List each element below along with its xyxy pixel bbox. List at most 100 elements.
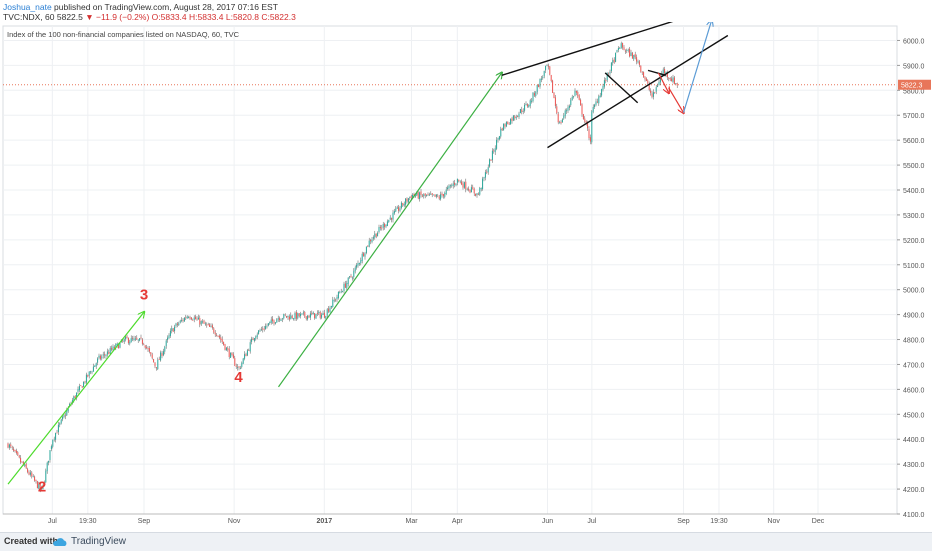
- candle-body: [379, 226, 381, 229]
- candle-body: [84, 381, 86, 383]
- candle-body: [608, 72, 610, 74]
- candle-body: [538, 84, 540, 88]
- candle-body: [356, 264, 358, 268]
- candle-body: [525, 103, 527, 106]
- candle-body: [452, 183, 454, 186]
- candle-body: [77, 389, 79, 392]
- y-tick-label: 4200.0: [903, 487, 925, 494]
- author-link[interactable]: Joshua_nate: [3, 2, 52, 12]
- candle-body: [580, 99, 582, 105]
- candle-body: [287, 315, 289, 318]
- candle-body: [613, 59, 615, 63]
- candle-body: [237, 366, 239, 368]
- candle-body: [113, 346, 115, 349]
- candle-body: [340, 291, 342, 293]
- candle-body: [246, 350, 248, 356]
- candle-body: [561, 119, 563, 123]
- y-tick-label: 5200.0: [903, 238, 925, 245]
- trendline: [604, 72, 639, 104]
- x-tick-label: 19:30: [79, 518, 97, 525]
- y-tick-label: 5900.0: [903, 63, 925, 70]
- candle-body: [307, 315, 309, 320]
- y-tick-label: 5600.0: [903, 138, 925, 145]
- candle-body: [200, 321, 202, 325]
- candle-body: [24, 464, 26, 467]
- candle-body: [539, 79, 541, 87]
- candle-body: [45, 470, 47, 483]
- wave-label: 4: [234, 369, 243, 386]
- candle-body: [514, 116, 516, 119]
- tradingview-logo[interactable]: TradingView: [52, 535, 126, 548]
- y-tick-label: 5800.0: [903, 88, 925, 95]
- candle-body: [95, 363, 97, 367]
- candle-body: [406, 198, 408, 202]
- candle-body: [111, 348, 113, 350]
- candle-body: [49, 450, 51, 460]
- candle-body: [382, 224, 384, 228]
- y-tick-label: 5000.0: [903, 288, 925, 295]
- candle-body: [11, 446, 13, 448]
- candle-body: [199, 317, 201, 325]
- candle-body: [300, 313, 302, 317]
- candle-body: [486, 171, 488, 173]
- candle-body: [552, 80, 554, 93]
- candle-body: [468, 188, 470, 191]
- candle-body: [172, 328, 174, 332]
- candle-body: [441, 193, 443, 196]
- candle-body: [351, 277, 353, 279]
- candle-body: [90, 371, 92, 373]
- y-tick-label: 4800.0: [903, 338, 925, 345]
- candle-body: [483, 177, 485, 179]
- candle-body: [477, 193, 479, 195]
- candle-body: [602, 85, 604, 90]
- candle-body: [197, 317, 199, 320]
- candle-body: [225, 347, 227, 351]
- candle-body: [585, 121, 587, 124]
- y-tick-label: 4300.0: [903, 462, 925, 469]
- candle-body: [550, 74, 552, 81]
- footer-bar: Created with TradingView: [0, 532, 932, 551]
- price-chart[interactable]: 4100.0 4200.0 4300.0 4400.0 4500.0 4600.0 4700…: [0, 22, 932, 532]
- candle-body: [410, 196, 412, 198]
- candle-body: [53, 438, 55, 440]
- candle-body: [157, 359, 159, 370]
- candle-body: [55, 432, 57, 440]
- candle-body: [445, 189, 447, 194]
- candle-body: [309, 313, 311, 318]
- candle-body: [291, 315, 293, 319]
- candle-body: [94, 365, 96, 368]
- trend-arrow: [7, 312, 144, 485]
- candle-body: [154, 362, 156, 367]
- candle-body: [518, 113, 520, 118]
- candle-body: [360, 260, 362, 264]
- candle-body: [365, 246, 367, 254]
- candle-body: [322, 313, 324, 315]
- candle-body: [652, 92, 654, 97]
- candle-body: [178, 323, 180, 326]
- candle-body: [581, 104, 583, 115]
- candle-body: [316, 312, 318, 314]
- candle-body: [102, 354, 104, 356]
- candle-body: [260, 329, 262, 331]
- trend-arrow: [278, 73, 501, 388]
- candle-body: [456, 178, 458, 183]
- candle-body: [235, 365, 237, 367]
- candle-body: [115, 344, 117, 349]
- candle-body: [143, 344, 145, 346]
- candle-body: [416, 192, 418, 196]
- candle-body: [335, 299, 337, 301]
- candle-body: [385, 225, 387, 227]
- x-tick-label: Jun: [542, 518, 553, 525]
- candle-body: [239, 367, 241, 369]
- candle-body: [105, 354, 107, 357]
- candle-body: [231, 352, 233, 355]
- candle-body: [179, 320, 181, 323]
- candle-body: [533, 93, 535, 96]
- candle-body: [643, 72, 645, 78]
- x-tick-label: Jul: [48, 518, 57, 525]
- candle-body: [288, 316, 290, 320]
- candle-body: [311, 313, 313, 315]
- candle-body: [459, 181, 461, 183]
- candle-body: [515, 116, 517, 119]
- candle-body: [92, 366, 94, 372]
